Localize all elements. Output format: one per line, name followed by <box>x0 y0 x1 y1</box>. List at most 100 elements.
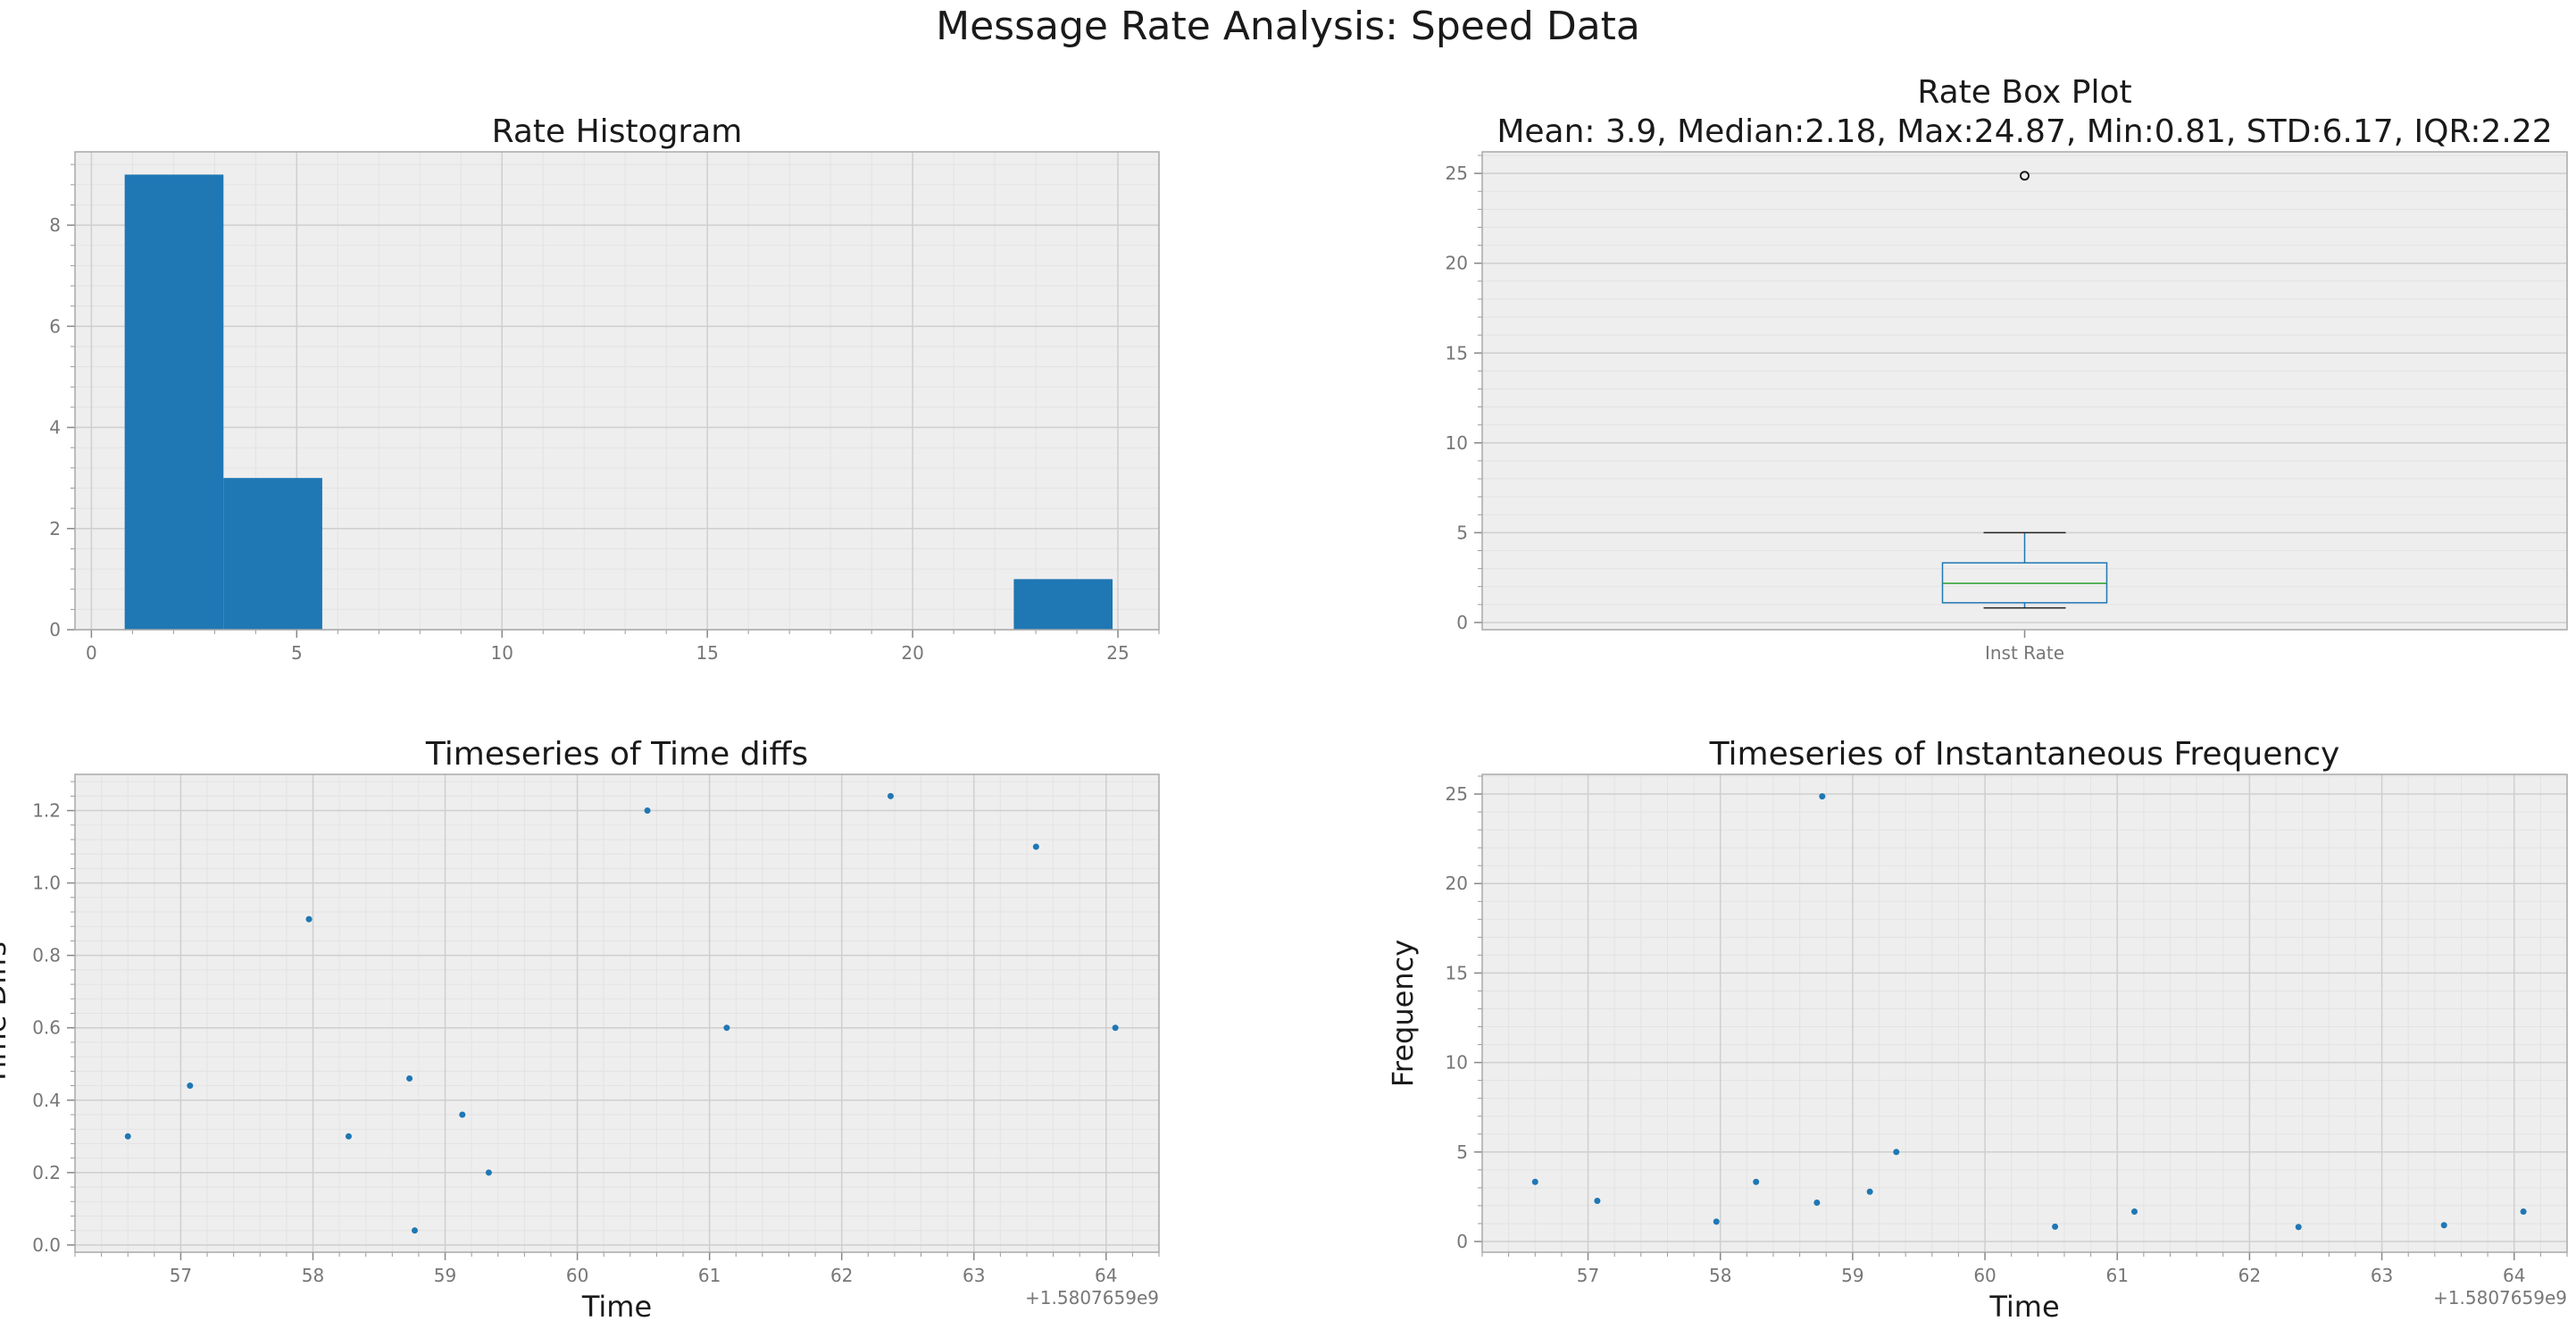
scatter-point <box>1531 1178 1538 1185</box>
scatter-point <box>1594 1197 1601 1204</box>
y-tick-label: 20 <box>1446 253 1468 274</box>
y-tick-label: 25 <box>1446 163 1468 184</box>
scatter-point <box>1753 1178 1760 1185</box>
chart-panel-histogram: 0 2 4 6 8 0 5 10 15 20 25 Rate Histogram <box>49 113 1160 664</box>
chart-title: Rate Histogram <box>492 113 743 150</box>
x-tick-label: 57 <box>170 1265 192 1286</box>
scatter-point <box>887 792 894 799</box>
plot-frame <box>74 773 1160 1253</box>
plot-frame <box>1481 151 2568 631</box>
scatter-point <box>1112 1024 1119 1032</box>
x-tick-label: 15 <box>696 642 718 664</box>
y-tick-label: 15 <box>1446 962 1468 983</box>
y-tick-label: 10 <box>1446 432 1468 454</box>
y-tick-label: 0.4 <box>32 1090 61 1111</box>
x-tick-label: 64 <box>1095 1265 1117 1286</box>
x-offset-label: +1.5807659e9 <box>1025 1287 1159 1308</box>
x-offset-label: +1.5807659e9 <box>2433 1287 2567 1308</box>
y-tick-label: 15 <box>1446 342 1468 364</box>
plot-area <box>1482 774 2567 1252</box>
histogram-bar <box>223 478 322 630</box>
y-axis-label: Frequency <box>1386 940 1420 1087</box>
y-tick-label: 1.2 <box>32 800 61 822</box>
histogram-bar <box>1013 579 1113 630</box>
scatter-point <box>411 1227 418 1234</box>
y-tick-label: 0 <box>1456 1231 1468 1252</box>
chart-title: Timeseries of Instantaneous Frequency <box>1709 736 2340 773</box>
x-tick-label: 58 <box>1709 1265 1731 1286</box>
x-tick-label: 5 <box>291 642 303 664</box>
x-tick-label: 59 <box>1841 1265 1863 1286</box>
chart-panel-instfreq: 0 5 10 15 20 25 57 58 59 60 61 62 63 64 Timeseries of … <box>1386 736 2568 1321</box>
plot-frame <box>1481 773 2568 1253</box>
x-tick-label: 63 <box>963 1265 985 1286</box>
x-tick-label: 58 <box>302 1265 324 1286</box>
scatter-point <box>1032 843 1039 850</box>
scatter-point <box>1713 1218 1720 1225</box>
x-tick-label: 61 <box>698 1265 721 1286</box>
x-tick-label: 10 <box>491 642 513 664</box>
scatter-point <box>2295 1224 2302 1231</box>
scatter-point <box>187 1083 194 1090</box>
x-tick-label: 20 <box>901 642 923 664</box>
y-tick-label: 8 <box>49 214 61 236</box>
y-axis-label: Time Diffs <box>0 941 13 1086</box>
scatter-point <box>2520 1208 2527 1216</box>
scatter-point <box>2440 1222 2447 1229</box>
scatter-point <box>124 1133 131 1140</box>
scatter-point <box>1813 1199 1821 1206</box>
y-tick-label: 6 <box>49 315 61 337</box>
scatter-point <box>305 916 313 923</box>
x-tick-label: 62 <box>830 1265 853 1286</box>
scatter-point <box>345 1133 352 1140</box>
y-tick-label: 0 <box>1456 612 1468 633</box>
y-tick-label: 25 <box>1446 783 1468 805</box>
x-axis-label: Time <box>1988 1290 2059 1317</box>
x-axis-label: Time <box>581 1290 652 1317</box>
scatter-point <box>459 1111 466 1118</box>
y-tick-label: 0 <box>49 619 61 640</box>
x-tick-label: 57 <box>1577 1265 1599 1286</box>
histogram-bar <box>124 174 224 630</box>
y-tick-label: 20 <box>1446 873 1468 894</box>
y-tick-label: 0.6 <box>32 1017 61 1039</box>
chart-panel-timediffs: 0.0 0.2 0.4 0.6 0.8 1.0 1.2 57 58 59 60 61 62 63 64 Tim… <box>0 736 1160 1321</box>
x-tick-label: 64 <box>2503 1265 2525 1286</box>
scatter-point <box>723 1024 730 1032</box>
chart-title: Timeseries of Time diffs <box>425 736 808 773</box>
y-tick-label: 10 <box>1446 1052 1468 1074</box>
x-tick-label: 61 <box>2105 1265 2128 1286</box>
x-tick-label: 60 <box>1973 1265 1996 1286</box>
y-tick-label: 5 <box>1456 522 1468 543</box>
x-tick-label: 0 <box>86 642 97 664</box>
x-tick-label: 60 <box>566 1265 588 1286</box>
scatter-point <box>2052 1223 2059 1230</box>
x-tick-label: 25 <box>1106 642 1129 664</box>
scatter-point <box>1819 793 1826 800</box>
chart-title: Rate Box Plot <box>1917 74 2131 111</box>
x-tick-label: 62 <box>2238 1265 2261 1286</box>
plot-frame <box>74 151 1160 631</box>
x-tick-label: Inst Rate <box>1985 642 2064 664</box>
box-outlier-point <box>2020 171 2030 181</box>
y-tick-label: 0.0 <box>32 1234 61 1256</box>
figure-suptitle: Message Rate Analysis: Speed Data <box>936 4 1640 49</box>
chart-subtitle: Mean: 3.9, Median:2.18, Max:24.87, Min:0… <box>1496 113 2552 150</box>
y-tick-label: 5 <box>1456 1141 1468 1163</box>
scatter-point <box>406 1074 413 1082</box>
scatter-point <box>644 807 651 815</box>
scatter-point <box>485 1169 492 1176</box>
scatter-point <box>2130 1208 2138 1216</box>
scatter-point <box>1866 1188 1873 1195</box>
x-tick-label: 63 <box>2371 1265 2393 1286</box>
y-tick-label: 0.8 <box>32 945 61 966</box>
y-tick-label: 2 <box>49 518 61 539</box>
scatter-point <box>1893 1149 1900 1156</box>
y-tick-label: 4 <box>49 417 61 439</box>
x-tick-label: 59 <box>434 1265 456 1286</box>
y-tick-label: 1.0 <box>32 873 61 894</box>
y-tick-label: 0.2 <box>32 1162 61 1183</box>
